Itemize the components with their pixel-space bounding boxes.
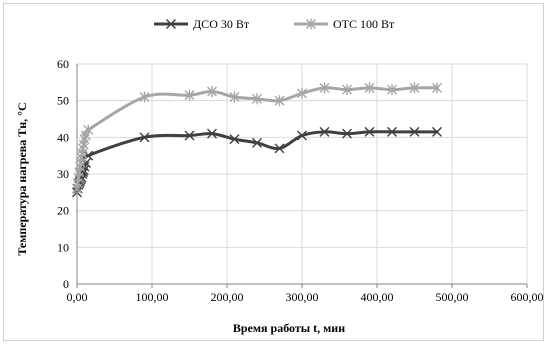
line-chart: 0 10 20 30 40 50 60 0,00 100,00 200,00 300,00 400,… xyxy=(15,17,544,335)
x-tick-label: 100,00 xyxy=(136,290,169,304)
data-point-1 xyxy=(274,143,285,154)
legend-marker-1 xyxy=(166,19,176,29)
data-point-2 xyxy=(274,95,285,107)
x-tick-label: 200,00 xyxy=(211,290,244,304)
y-tick-label: 10 xyxy=(57,240,69,254)
x-tick-label: 300,00 xyxy=(286,290,319,304)
data-point-2 xyxy=(207,86,217,97)
y-tick-label: 60 xyxy=(57,57,69,71)
legend-label-2: ОТС 100 Вт xyxy=(333,17,395,31)
legend-label-1: ДСО 30 Вт xyxy=(193,17,250,31)
legend-marker-2 xyxy=(306,18,316,30)
data-point-2 xyxy=(387,84,397,96)
y-tick-label: 50 xyxy=(57,94,69,108)
y-tick-label: 0 xyxy=(63,277,69,291)
y-tick-label: 30 xyxy=(57,167,69,181)
y-axis-ticks: 0 10 20 30 40 50 60 xyxy=(57,57,69,291)
y-axis-title: Температура нагрева Тн, °С xyxy=(15,102,29,255)
legend: ДСО 30 Вт ОТС 100 Вт xyxy=(154,17,395,31)
data-point-1 xyxy=(229,134,240,145)
data-point-1 xyxy=(364,126,375,137)
x-tick-label: 500,00 xyxy=(436,290,469,304)
data-point-1 xyxy=(297,130,307,141)
data-point-1 xyxy=(387,126,397,137)
data-point-1 xyxy=(409,126,420,137)
x-axis-title: Время работы t, мин xyxy=(233,321,345,335)
chart-frame: 0 10 20 30 40 50 60 0,00 100,00 200,00 300,00 400,… xyxy=(3,3,544,341)
series-group xyxy=(72,82,442,198)
x-axis-ticks: 0,00 100,00 200,00 300,00 400,00 500,00 600,00 xyxy=(67,290,544,304)
data-point-1 xyxy=(319,126,330,137)
series-line-1 xyxy=(75,130,439,194)
data-point-2 xyxy=(432,82,442,94)
y-tick-label: 40 xyxy=(57,130,69,144)
data-point-2 xyxy=(364,82,375,94)
data-point-2 xyxy=(184,89,195,101)
data-point-1 xyxy=(432,126,442,137)
x-tick-label: 0,00 xyxy=(67,290,88,304)
x-tick-label: 600,00 xyxy=(511,290,544,304)
x-tick-label: 400,00 xyxy=(361,290,394,304)
data-point-2 xyxy=(342,84,352,96)
data-point-2 xyxy=(319,82,330,94)
y-tick-label: 20 xyxy=(57,204,69,218)
data-point-2 xyxy=(252,93,262,105)
data-point-2 xyxy=(139,91,150,103)
data-point-1 xyxy=(252,137,262,148)
data-point-2 xyxy=(297,87,307,99)
data-point-2 xyxy=(83,124,94,136)
data-point-1 xyxy=(207,128,217,139)
data-point-2 xyxy=(229,91,240,103)
data-point-1 xyxy=(139,132,150,143)
data-point-1 xyxy=(184,130,195,141)
data-point-1 xyxy=(342,128,352,139)
data-point-2 xyxy=(409,82,420,94)
